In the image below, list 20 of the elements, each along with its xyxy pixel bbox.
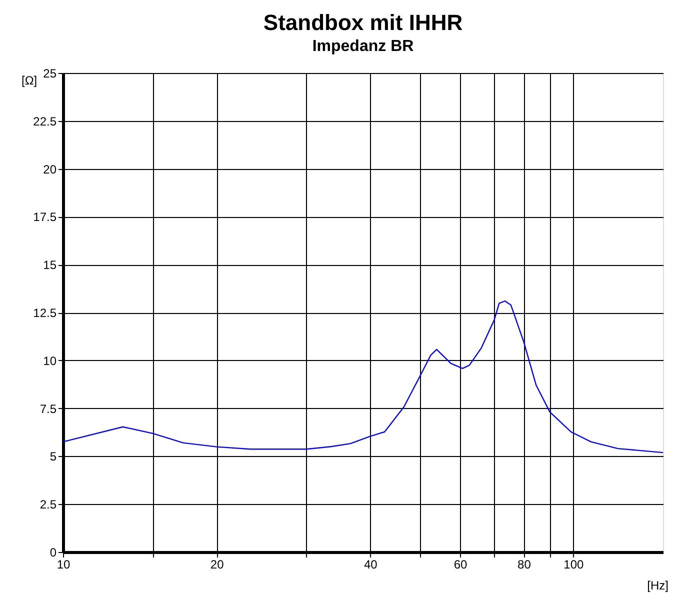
y-tick-label: 22.5 [33,114,57,128]
chart-title: Standbox mit IHHR [263,10,463,35]
x-tick-label: 20 [210,558,224,572]
x-tick-label: 80 [518,558,532,572]
x-tick-label: 40 [364,558,378,572]
x-tick-label: 100 [564,558,584,572]
chart-subtitle: Impedanz BR [312,38,414,55]
y-tick-label: 10 [43,354,57,368]
x-tick-label: 60 [454,558,468,572]
y-tick-label: 17.5 [33,210,57,224]
y-tick-label: 15 [43,258,57,272]
y-tick-label: 0 [50,546,57,560]
x-axis-title: [Hz] [647,578,668,592]
y-axis-title: [Ω] [22,74,38,88]
y-tick-label: 7.5 [40,402,57,416]
y-tick-label: 20 [43,162,57,176]
y-tick-label: 25 [43,66,57,80]
y-tick-label: 12.5 [33,306,57,320]
y-tick-label: 2.5 [40,498,57,512]
y-tick-label: 5 [50,450,57,464]
